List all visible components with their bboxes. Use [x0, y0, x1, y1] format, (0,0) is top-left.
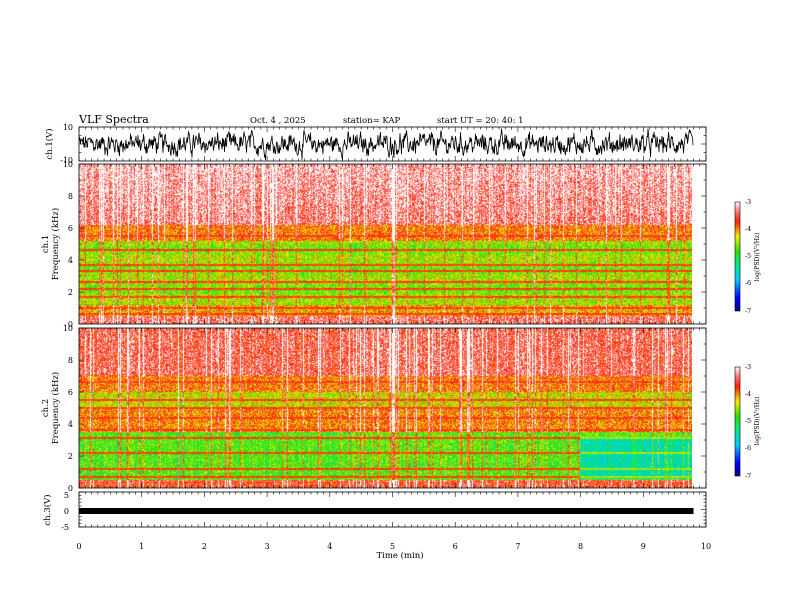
xtick-6: 6 — [453, 542, 458, 551]
ch1-spectrogram-ylabel-channel: ch.1 — [41, 235, 51, 253]
ch2-spectrogram-ticks — [78, 327, 707, 489]
ch1-waveform-panel: 10 -10 ch.1(V) — [44, 123, 707, 165]
date-label: Oct. 4 , 2025 — [250, 116, 306, 126]
xtick-10: 10 — [701, 542, 711, 551]
xtick-1: 1 — [139, 542, 144, 551]
ch2-colorbar-tick-minus7: -7 — [745, 472, 751, 480]
ch3-waveform-ticks — [78, 491, 707, 528]
xtick-2: 2 — [202, 542, 207, 551]
ch2-spectrogram-panel: 0 2 4 6 8 10 ch.2 Frequency (kHz) -3 -4 … — [41, 324, 761, 493]
ch2-spec-ytick-10: 10 — [63, 324, 73, 333]
ch2-colorbar-tick-minus6: -6 — [745, 444, 751, 452]
ch3-ytick-bottom: -5 — [61, 523, 69, 532]
ch1-colorbar-tick-minus4: -4 — [745, 225, 751, 233]
ch2-spectrogram-ylabel-frequency: Frequency (kHz) — [50, 372, 61, 444]
ch1-colorbar-tick-minus6: -6 — [745, 279, 751, 287]
ch2-spec-ytick-8: 8 — [68, 356, 73, 365]
xtick-7: 7 — [515, 542, 520, 551]
ch3-waveform-line — [79, 508, 694, 514]
xtick-9: 9 — [641, 542, 646, 551]
ch2-colorbar — [734, 366, 741, 477]
ch1-spectrogram-ylabel-frequency: Frequency (kHz) — [50, 208, 61, 280]
xtick-0: 0 — [76, 542, 81, 551]
ch2-colorbar-tick-minus3: -3 — [745, 363, 751, 371]
ch2-spectrogram-image-wrap — [79, 328, 692, 488]
ch1-spectrogram-heatmap — [79, 164, 692, 324]
ch1-colorbar-label: log(PSD)(V²/Hz) — [754, 233, 761, 282]
x-axis: 0 1 2 3 4 5 6 7 8 9 10 Time (min) — [76, 542, 711, 561]
ch1-spectrogram-yticklabels: 0 2 4 6 8 10 — [63, 160, 73, 329]
ch3-waveform-panel: 5 0 -5 ch.3(V) — [42, 491, 707, 532]
start-time-label: start UT = 20: 40: 1 — [437, 116, 524, 126]
station-label: station= KAP — [343, 116, 401, 126]
ch1-colorbar-tick-minus5: -5 — [745, 252, 751, 260]
ch2-spectrogram-heatmap — [79, 328, 692, 488]
figure-title: VLF Spectra — [78, 113, 149, 126]
ch2-spec-ytick-6: 6 — [68, 388, 73, 397]
ch3-ytick-mid: 0 — [64, 507, 69, 516]
ch1-spectrogram-ticks — [78, 163, 707, 325]
ch1-spec-ytick-10: 10 — [63, 160, 73, 169]
ch1-spec-ytick-4: 4 — [68, 256, 73, 265]
xtick-5: 5 — [390, 542, 395, 551]
ch1-spectrogram-panel: 0 2 4 6 8 10 ch.1 Frequency (kHz) -3 -4 … — [41, 160, 761, 329]
ch2-colorbar-tick-minus4: -4 — [745, 390, 751, 398]
ch1-spec-ytick-8: 8 — [68, 192, 73, 201]
ch1-colorbar — [734, 201, 741, 312]
ch1-waveform-ticks — [78, 126, 707, 162]
ch1-ytick-top: 10 — [63, 123, 73, 132]
ch1-colorbar-tick-minus3: -3 — [745, 198, 751, 206]
xtick-8: 8 — [578, 542, 583, 551]
ch2-spectrogram-ylabel-channel: ch.2 — [41, 399, 51, 417]
ch1-waveform-line — [79, 128, 694, 161]
ch2-colorbar-tick-minus5: -5 — [745, 417, 751, 425]
ch2-spec-ytick-0: 0 — [68, 484, 73, 493]
ch1-spectrogram-image-wrap — [79, 164, 692, 324]
ch1-spec-ytick-0: 0 — [68, 320, 73, 329]
xtick-3: 3 — [265, 542, 270, 551]
ch2-spectrogram-yticklabels: 0 2 4 6 8 10 — [63, 324, 73, 493]
ch1-ytick-bottom: -10 — [60, 156, 73, 165]
ch3-ytick-top: 5 — [64, 491, 69, 500]
ch1-spec-ytick-2: 2 — [68, 288, 73, 297]
x-axis-label: Time (min) — [376, 550, 423, 561]
ch1-colorbar-tick-minus7: -7 — [745, 307, 751, 315]
ch2-spec-ytick-4: 4 — [68, 420, 73, 429]
ch1-waveform-ylabel: ch.1(V) — [44, 128, 55, 159]
xtick-4: 4 — [327, 542, 332, 551]
ch2-spec-ytick-2: 2 — [68, 452, 73, 461]
ch1-spec-ytick-6: 6 — [68, 224, 73, 233]
ch3-waveform-ylabel: ch.3(V) — [42, 494, 53, 525]
ch2-colorbar-label: log(PSD)(V²/Hz) — [754, 397, 761, 446]
